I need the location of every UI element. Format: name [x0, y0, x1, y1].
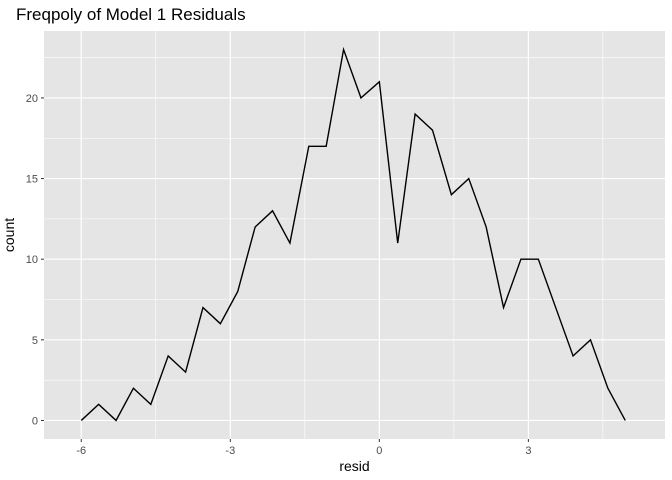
y-tick-label: 10 — [26, 254, 38, 266]
y-axis-title: count — [1, 218, 17, 252]
y-tick-label: 0 — [32, 415, 38, 427]
y-tick-label: 15 — [26, 174, 38, 186]
x-tick-label: 3 — [525, 445, 531, 457]
y-tick-label: 5 — [32, 335, 38, 347]
major-gridlines — [44, 31, 665, 439]
y-tick-label: 20 — [26, 93, 38, 105]
x-tick-label: 0 — [376, 445, 382, 457]
x-tick-label: -3 — [225, 445, 235, 457]
plot-panel — [44, 31, 665, 439]
x-axis: -6 -3 0 3 — [76, 439, 531, 457]
chart-title: Freqpoly of Model 1 Residuals — [16, 5, 246, 24]
minor-gridlines — [44, 31, 665, 439]
y-axis: 0 5 10 15 20 — [26, 93, 44, 427]
series-line — [80, 46, 626, 422]
x-axis-title: resid — [339, 458, 369, 474]
x-tick-label: -6 — [76, 445, 86, 457]
